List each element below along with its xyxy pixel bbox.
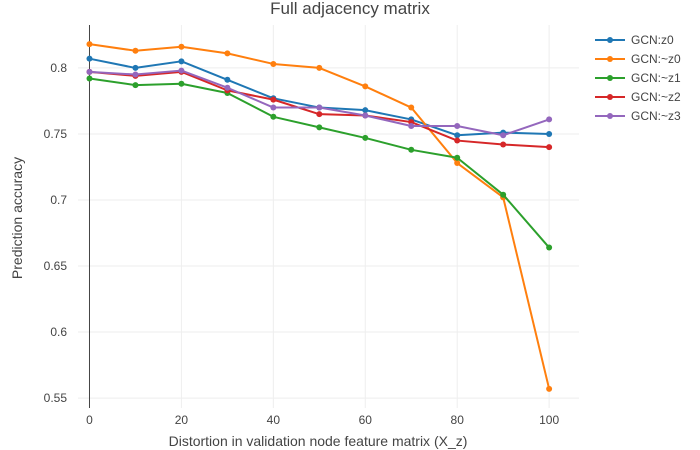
data-point[interactable] bbox=[500, 132, 507, 139]
series-layer bbox=[86, 41, 553, 392]
legend-item[interactable]: GCN:~z1 bbox=[595, 71, 681, 85]
legend-marker bbox=[607, 94, 613, 100]
x-axis-title: Distortion in validation node feature ma… bbox=[169, 433, 468, 449]
y-axis-title: Prediction accuracy bbox=[9, 157, 25, 279]
legend-marker bbox=[607, 75, 613, 81]
data-point[interactable] bbox=[362, 112, 369, 119]
data-point[interactable] bbox=[270, 96, 277, 103]
data-point[interactable] bbox=[316, 104, 323, 111]
y-tick-label: 0.75 bbox=[44, 127, 68, 141]
x-tick-label: 40 bbox=[267, 413, 281, 427]
data-point[interactable] bbox=[132, 47, 139, 54]
data-point[interactable] bbox=[270, 113, 277, 120]
legend-item[interactable]: GCN:z0 bbox=[595, 33, 674, 47]
series-line bbox=[89, 77, 550, 249]
data-point[interactable] bbox=[86, 55, 93, 62]
data-point[interactable] bbox=[500, 141, 507, 148]
data-point[interactable] bbox=[408, 104, 415, 111]
legend-label: GCN:~z2 bbox=[631, 90, 681, 104]
series-GCN:~z0 bbox=[86, 41, 553, 392]
data-point[interactable] bbox=[132, 82, 139, 89]
data-point[interactable] bbox=[454, 154, 461, 161]
y-tick-label: 0.55 bbox=[44, 391, 68, 405]
data-point[interactable] bbox=[178, 80, 185, 87]
data-point[interactable] bbox=[546, 130, 553, 137]
legend-marker bbox=[607, 113, 613, 119]
data-point[interactable] bbox=[224, 84, 231, 91]
legend-label: GCN:z0 bbox=[631, 33, 674, 47]
data-point[interactable] bbox=[316, 111, 323, 118]
y-tick-label: 0.8 bbox=[50, 61, 67, 75]
x-tick-label: 60 bbox=[359, 413, 373, 427]
data-point[interactable] bbox=[362, 134, 369, 141]
data-point[interactable] bbox=[86, 75, 93, 82]
data-point[interactable] bbox=[316, 64, 323, 71]
data-point[interactable] bbox=[132, 71, 139, 78]
data-point[interactable] bbox=[408, 146, 415, 153]
legend-label: GCN:~z0 bbox=[631, 52, 681, 66]
legend-marker bbox=[607, 56, 613, 62]
data-point[interactable] bbox=[362, 107, 369, 114]
data-point[interactable] bbox=[546, 116, 553, 123]
data-point[interactable] bbox=[178, 43, 185, 50]
chart-title: Full adjacency matrix bbox=[270, 0, 430, 18]
legend-label: GCN:~z3 bbox=[631, 109, 681, 123]
data-point[interactable] bbox=[132, 64, 139, 71]
data-point[interactable] bbox=[178, 58, 185, 65]
legend-item[interactable]: GCN:~z3 bbox=[595, 109, 681, 123]
legend-item[interactable]: GCN:~z0 bbox=[595, 52, 681, 66]
data-point[interactable] bbox=[224, 50, 231, 57]
data-point[interactable] bbox=[362, 83, 369, 90]
data-point[interactable] bbox=[546, 385, 553, 392]
tick-labels: 0.55 0.6 0.65 0.7 0.75 0.8 0 20 40 60 80 100 bbox=[44, 61, 560, 427]
data-point[interactable] bbox=[454, 160, 461, 167]
data-point[interactable] bbox=[454, 132, 461, 139]
data-point[interactable] bbox=[316, 124, 323, 131]
series-GCN:~z1 bbox=[86, 75, 553, 251]
legend-label: GCN:~z1 bbox=[631, 71, 681, 85]
data-point[interactable] bbox=[270, 104, 277, 111]
data-point[interactable] bbox=[454, 137, 461, 144]
data-point[interactable] bbox=[86, 41, 93, 48]
y-tick-label: 0.65 bbox=[44, 259, 68, 273]
series-GCN:~z3 bbox=[86, 67, 553, 139]
y-tick-label: 0.6 bbox=[50, 325, 67, 339]
x-tick-label: 100 bbox=[539, 413, 559, 427]
data-point[interactable] bbox=[86, 68, 93, 75]
data-point[interactable] bbox=[224, 76, 231, 83]
data-point[interactable] bbox=[546, 144, 553, 151]
x-tick-label: 80 bbox=[451, 413, 465, 427]
data-point[interactable] bbox=[546, 244, 553, 251]
y-tick-label: 0.7 bbox=[50, 193, 67, 207]
data-point[interactable] bbox=[178, 67, 185, 74]
data-point[interactable] bbox=[454, 123, 461, 130]
data-point[interactable] bbox=[270, 60, 277, 67]
legend[interactable]: GCN:z0 GCN:~z0 GCN:~z1 GCN:~z2 GCN:~z3 bbox=[595, 33, 681, 123]
series-line bbox=[89, 43, 551, 390]
data-point[interactable] bbox=[408, 123, 415, 130]
legend-item[interactable]: GCN:~z2 bbox=[595, 90, 681, 104]
x-tick-label: 0 bbox=[86, 413, 93, 427]
data-point[interactable] bbox=[500, 191, 507, 198]
legend-marker bbox=[607, 37, 613, 43]
x-tick-label: 20 bbox=[175, 413, 189, 427]
gridlines bbox=[78, 25, 579, 408]
